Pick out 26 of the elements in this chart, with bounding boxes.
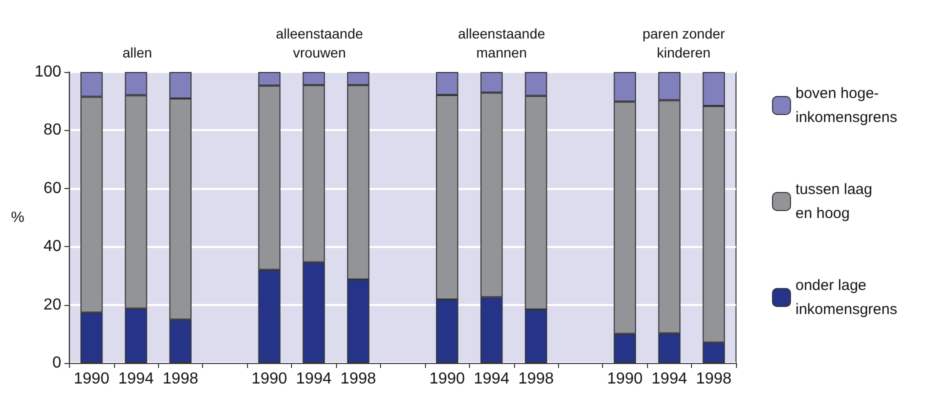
y-tick-label: 40	[44, 238, 62, 256]
y-tick-label: 80	[44, 122, 62, 139]
x-tick-label: 1998	[340, 370, 376, 388]
y-tick-label: 100	[34, 64, 62, 80]
x-tick-label: 1990	[607, 370, 643, 388]
x-tick-label: 1990	[74, 370, 110, 388]
legend-label: boven hoge-inkomensgrens	[796, 85, 898, 126]
x-tick-label: 1994	[652, 370, 688, 388]
y-tick-label: 60	[44, 180, 62, 197]
text: allen	[122, 44, 152, 60]
text: paren zonder kinderen	[642, 26, 726, 60]
x-tick-label: 1994	[474, 370, 510, 388]
legend-label: onder lage inkomensgrens	[796, 277, 898, 318]
y-tick-label: 0	[52, 354, 62, 372]
x-tick-label: 1998	[162, 370, 198, 388]
x-tick-label: 1998	[696, 370, 732, 388]
x-tick-label: 1990	[429, 370, 466, 388]
x-tick-label: 1994	[118, 370, 154, 388]
y-tick-label: 20	[44, 296, 62, 314]
y-axis-title: %	[10, 209, 24, 226]
x-tick-label: 1998	[518, 370, 554, 388]
text: alleenstaande vrouwen	[276, 26, 364, 60]
text: alleenstaande mannen	[458, 26, 546, 60]
legend-label: tussen laag en hoog	[796, 181, 872, 222]
x-tick-label: 1990	[252, 370, 288, 388]
x-tick-label: 1994	[296, 370, 332, 388]
